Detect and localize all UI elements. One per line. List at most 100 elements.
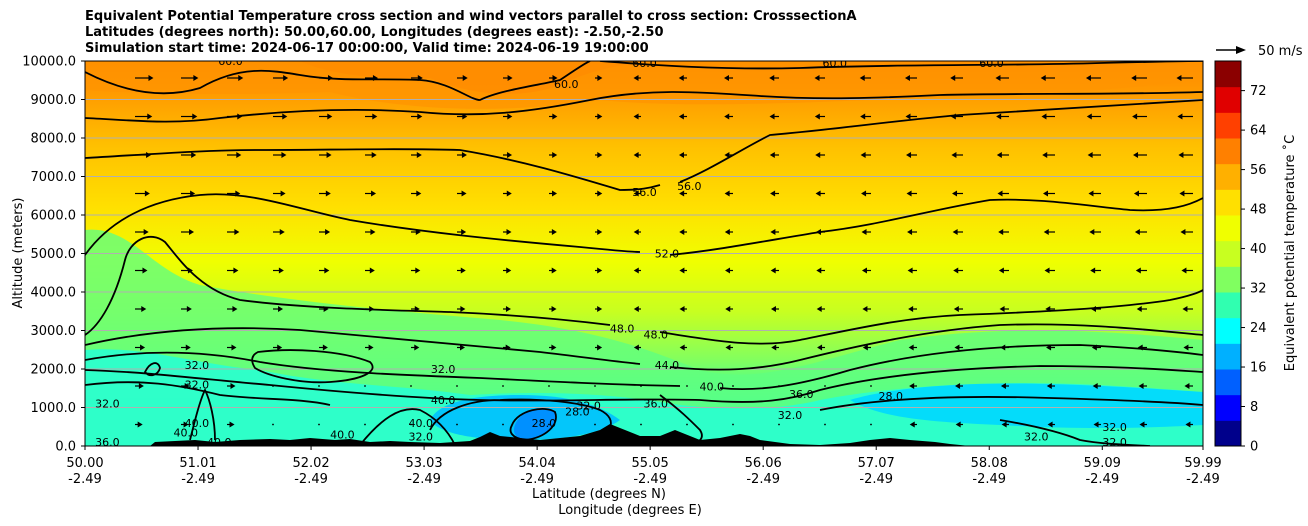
contour-label: 40.0 bbox=[173, 427, 198, 440]
wind-vector-head bbox=[505, 306, 511, 312]
wind-vector-head bbox=[1133, 190, 1139, 197]
colorbar-segment bbox=[1215, 189, 1241, 216]
contour-40-wiggle bbox=[189, 387, 216, 441]
wind-vector-head bbox=[1138, 383, 1144, 389]
colorbar-tick-label: 32 bbox=[1250, 282, 1267, 297]
wind-vector-head bbox=[415, 267, 421, 274]
wind-reference-key: 50 m/s bbox=[1216, 44, 1303, 59]
x-axis: 50.00-2.4951.01-2.4952.02-2.4953.03-2.49… bbox=[66, 446, 1222, 487]
wind-vector-head bbox=[183, 421, 189, 428]
x-tick-label-lon: -2.49 bbox=[633, 472, 667, 487]
contour-label: 60.0 bbox=[218, 55, 243, 68]
wind-vector-head bbox=[193, 75, 199, 81]
wind-vector-head bbox=[323, 306, 329, 312]
wind-vector-head bbox=[234, 229, 240, 235]
wind-vector-head bbox=[506, 229, 512, 235]
contour-40a bbox=[85, 351, 681, 387]
wind-vector-head bbox=[507, 113, 513, 120]
colorbar-tick-label: 16 bbox=[1250, 361, 1267, 376]
wind-vector-head bbox=[280, 190, 286, 197]
wind-vector bbox=[824, 423, 826, 426]
wind-vector-head bbox=[953, 267, 959, 274]
wind-vector bbox=[502, 385, 504, 387]
colorbar-tick-label: 8 bbox=[1250, 400, 1258, 415]
colorbar-segment bbox=[1215, 343, 1241, 370]
contour-label: 40.0 bbox=[699, 380, 724, 393]
contour-label: 36.0 bbox=[644, 398, 669, 411]
wind-vector-head bbox=[191, 152, 197, 158]
wind-vector-head bbox=[771, 344, 777, 351]
wind-vector bbox=[594, 423, 596, 426]
contour-40b bbox=[719, 344, 1203, 390]
wind-vector-head bbox=[723, 75, 729, 81]
colorbar-tick-label: 0 bbox=[1250, 440, 1258, 455]
wind-vector-head bbox=[997, 190, 1003, 197]
x-axis-label-lon: Longitude (degrees E) bbox=[558, 503, 702, 518]
wind-vector-head bbox=[906, 190, 912, 197]
wind-vector-head bbox=[281, 152, 287, 158]
wind-vector-head bbox=[950, 75, 956, 81]
contour-label: 40.0 bbox=[408, 417, 433, 430]
colorbar-tick-label: 40 bbox=[1250, 242, 1267, 257]
x-tick-label-lon: -2.49 bbox=[181, 472, 215, 487]
contour-32-low bbox=[85, 381, 331, 406]
wind-vector-head bbox=[279, 229, 285, 235]
wind-vector-head bbox=[999, 306, 1005, 312]
wind-vector-head bbox=[1131, 75, 1137, 81]
wind-vector-head bbox=[633, 190, 639, 197]
y-tick-label: 10000.0 bbox=[22, 55, 76, 70]
wind-vector bbox=[318, 423, 320, 426]
wind-vector-head bbox=[951, 152, 957, 158]
wind-vector bbox=[686, 423, 688, 426]
wind-vector-head bbox=[551, 306, 557, 312]
wind-vector-head bbox=[237, 113, 243, 120]
colorbar-tick-label: 48 bbox=[1250, 203, 1267, 218]
contour-52a bbox=[85, 193, 641, 256]
contour-label: 32.0 bbox=[576, 400, 601, 413]
wind-vector-head bbox=[144, 190, 150, 197]
y-tick-label: 8000.0 bbox=[31, 132, 77, 147]
wind-vector-head bbox=[1042, 190, 1048, 197]
wind-vector-head bbox=[907, 267, 913, 274]
contour-label: 36.0 bbox=[789, 388, 814, 401]
wind-vector-head bbox=[1000, 383, 1006, 389]
contour-44b bbox=[669, 323, 1203, 371]
contour-label: 32.0 bbox=[778, 409, 803, 422]
wind-vector-head bbox=[815, 229, 821, 235]
wind-vector-head bbox=[140, 344, 146, 351]
wind-vector-head bbox=[371, 152, 377, 158]
wind-vector bbox=[364, 385, 366, 387]
wind-vector-head bbox=[236, 152, 242, 158]
wind-vector-head bbox=[597, 113, 603, 120]
wind-vector-head bbox=[185, 344, 191, 351]
wind-vector-head bbox=[816, 306, 822, 312]
colorbar-segment bbox=[1215, 163, 1241, 190]
contour-32-right bbox=[819, 396, 1203, 411]
wind-vector-head bbox=[862, 306, 868, 312]
wind-vector-head bbox=[1132, 113, 1138, 120]
chart-title-line-1: Equivalent Potential Temperature cross s… bbox=[85, 9, 857, 24]
wind-vector-head bbox=[328, 75, 334, 81]
wind-vector-head bbox=[678, 113, 684, 120]
wind-vector-head bbox=[1133, 152, 1139, 158]
wind-vector-head bbox=[724, 113, 730, 120]
wind-vector-head bbox=[551, 229, 557, 235]
wind-vector-head bbox=[1086, 113, 1092, 120]
wind-vector-head bbox=[908, 344, 914, 351]
contour-label: 28.0 bbox=[879, 390, 904, 403]
wind-vector-head bbox=[1091, 344, 1097, 351]
wind-vector-head bbox=[817, 344, 823, 351]
wind-vector-head bbox=[907, 229, 913, 235]
wind-vector-head bbox=[325, 229, 331, 235]
wind-vector-head bbox=[461, 229, 467, 235]
wind-vector-head bbox=[597, 152, 603, 158]
contour-32-curve bbox=[429, 398, 612, 441]
wind-vector-head bbox=[724, 229, 730, 235]
chart-title-line-3: Simulation start time: 2024-06-17 00:00:… bbox=[85, 41, 649, 56]
wind-vector bbox=[456, 385, 458, 387]
wind-vector-head bbox=[415, 229, 421, 235]
wind-vector-head bbox=[633, 75, 639, 81]
contour-40-wiggle2 bbox=[359, 408, 456, 446]
contour-label: 48.0 bbox=[644, 328, 669, 341]
wind-vector-head bbox=[995, 75, 1001, 81]
